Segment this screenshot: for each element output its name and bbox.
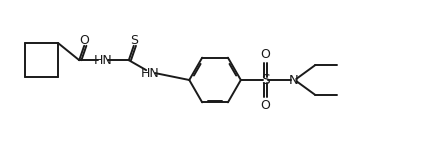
Text: O: O <box>261 99 271 112</box>
Text: S: S <box>261 73 270 87</box>
Text: O: O <box>79 34 89 47</box>
Text: S: S <box>130 34 138 47</box>
Text: N: N <box>289 74 298 87</box>
Text: HN: HN <box>141 67 160 80</box>
Text: O: O <box>261 48 271 61</box>
Text: HN: HN <box>94 54 112 67</box>
